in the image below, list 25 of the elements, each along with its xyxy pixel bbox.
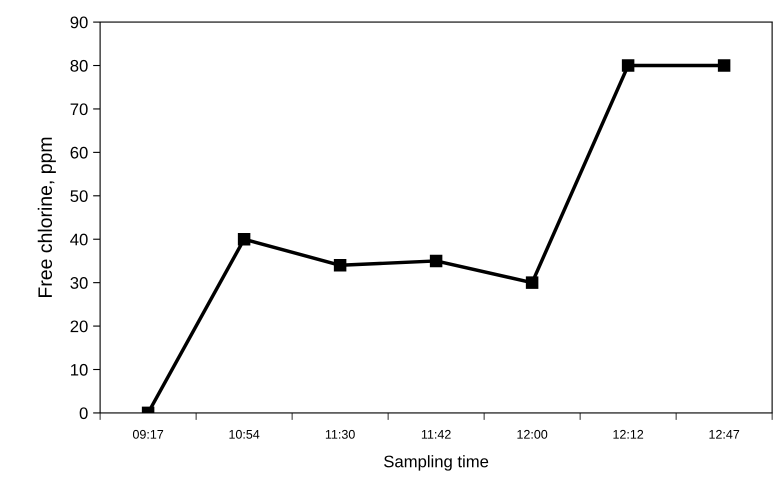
y-tick-label: 90	[70, 16, 88, 28]
y-tick-label: 20	[70, 320, 88, 332]
y-tick-label: 40	[70, 234, 88, 246]
x-tick-label: 09:17	[132, 430, 164, 439]
point	[238, 232, 250, 246]
y-tick-label: 60	[70, 146, 88, 159]
x-tick-label: 11:30	[326, 430, 355, 439]
y-tick-label: 50	[70, 190, 88, 202]
x-axis-title: Sampling time	[384, 455, 488, 471]
point	[334, 259, 346, 272]
x-tick-label: 10:54	[229, 430, 260, 439]
y-tick-label: 10	[71, 364, 88, 376]
x-tick-label: 12:47	[709, 430, 740, 439]
y-axis-title: Free chlorine, ppm	[38, 138, 56, 297]
x-tick-label: 11:42	[422, 430, 451, 439]
x-tick-label: 12:12	[613, 430, 644, 439]
y-tick-label: 70	[70, 103, 88, 116]
point	[622, 59, 634, 72]
point	[430, 254, 442, 268]
point	[526, 276, 538, 289]
x-tick-label: 12:00	[517, 430, 548, 439]
point	[718, 59, 730, 72]
y-tick-label: 0	[80, 407, 88, 420]
y-tick-label: 80	[70, 60, 88, 72]
y-tick-label: 30	[70, 277, 88, 289]
